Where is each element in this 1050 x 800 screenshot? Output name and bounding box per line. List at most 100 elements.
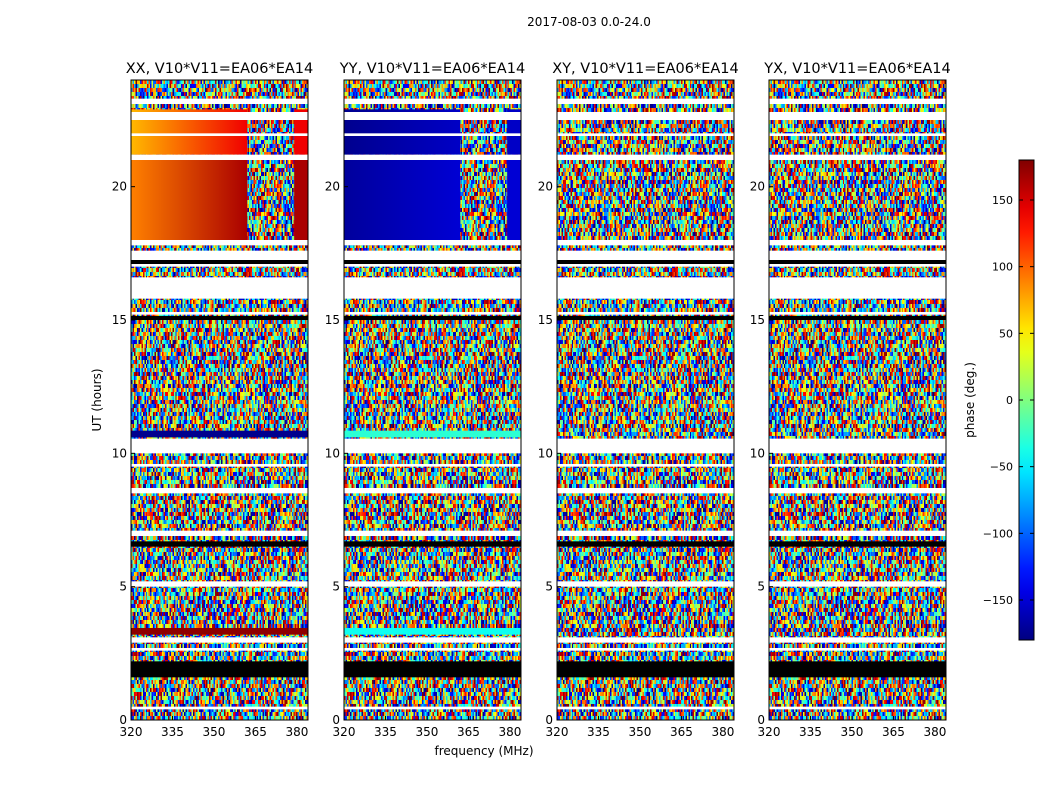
x-tick-label: 380: [711, 725, 734, 739]
blank-row: [557, 541, 734, 547]
flagged-row: [557, 277, 734, 299]
x-tick-label: 365: [882, 725, 905, 739]
colorbar-tick-label: 0: [1006, 394, 1013, 407]
flagged-row: [557, 706, 734, 710]
blank-row: [344, 316, 521, 320]
phase-segment: [131, 628, 308, 635]
flagged-row: [557, 648, 734, 651]
y-tick-label: 15: [325, 313, 340, 327]
phase-segment: [131, 430, 308, 438]
x-tick-label: 350: [841, 725, 864, 739]
flagged-row: [557, 312, 734, 315]
flagged-row: [769, 488, 946, 494]
y-tick-label: 0: [757, 713, 765, 727]
flagged-row: [131, 706, 308, 710]
panel-frame: [768, 79, 947, 721]
flagged-row: [344, 464, 521, 467]
flagged-row: [344, 250, 521, 267]
phase-segment: [294, 109, 308, 155]
colorbar-tick-label: −50: [990, 461, 1013, 474]
y-tick-label: 15: [750, 313, 765, 327]
panel-title: YY, V10*V11=EA06*EA14: [339, 61, 525, 77]
flagged-row: [557, 133, 734, 136]
y-tick-label: 5: [545, 580, 553, 594]
flagged-row: [557, 581, 734, 587]
y-tick-label: 10: [750, 446, 765, 460]
flagged-row: [769, 648, 946, 651]
y-tick-label: 10: [325, 446, 340, 460]
x-tick-label: 380: [285, 725, 308, 739]
flagged-row: [344, 488, 521, 494]
panel-0: XX, V10*V11=EA06*EA14 0 5 10 15 20 320 335 350 36…: [112, 61, 314, 739]
panel-title: YX, V10*V11=EA06*EA14: [763, 61, 950, 77]
flagged-row: [344, 581, 521, 587]
x-tick-label: 320: [758, 725, 781, 739]
blank-row: [131, 541, 308, 547]
flagged-row: [131, 488, 308, 494]
colorbar-tick-label: −100: [983, 527, 1013, 540]
panel-2: XY, V10*V11=EA06*EA14 0 5 10 15 20 320 335 350 36…: [538, 61, 739, 739]
flagged-row: [131, 312, 308, 315]
y-tick-label: 10: [538, 446, 553, 460]
flagged-row: [344, 112, 521, 120]
blank-row: [557, 661, 734, 678]
suptitle: 2017-08-03 0.0-24.0: [527, 15, 651, 29]
flagged-row: [557, 98, 734, 104]
y-axis-label: UT (hours): [90, 368, 104, 431]
flagged-row: [769, 581, 946, 587]
blank-row: [344, 260, 521, 264]
y-tick-label: 5: [119, 580, 127, 594]
flagged-row: [131, 112, 308, 120]
flagged-row: [557, 530, 734, 536]
blank-row: [557, 316, 734, 320]
flagged-row: [131, 98, 308, 104]
blank-row: [131, 316, 308, 320]
flagged-row: [557, 438, 734, 454]
y-tick-label: 15: [538, 313, 553, 327]
phase-noise-image: [769, 80, 946, 720]
flagged-row: [131, 648, 308, 651]
flagged-row: [557, 154, 734, 160]
y-tick-label: 0: [119, 713, 127, 727]
x-tick-label: 335: [161, 725, 184, 739]
flagged-row: [769, 250, 946, 267]
y-tick-label: 5: [332, 580, 340, 594]
flagged-row: [344, 98, 521, 104]
y-tick-label: 20: [538, 180, 553, 194]
colorbar-tick-label: 50: [999, 327, 1013, 340]
flagged-row: [344, 133, 521, 136]
flagged-row: [344, 438, 521, 454]
blank-row: [131, 260, 308, 264]
flagged-row: [131, 581, 308, 587]
flagged-row: [769, 112, 946, 120]
x-tick-label: 365: [670, 725, 693, 739]
y-tick-label: 0: [332, 713, 340, 727]
flagged-row: [344, 154, 521, 160]
flagged-row: [769, 530, 946, 536]
x-tick-label: 380: [498, 725, 521, 739]
x-tick-label: 335: [799, 725, 822, 739]
colorbar-tick-label: −150: [983, 594, 1013, 607]
flagged-row: [769, 98, 946, 104]
x-tick-label: 365: [457, 725, 480, 739]
panel-frame: [556, 79, 735, 721]
blank-row: [131, 661, 308, 678]
flagged-row: [769, 154, 946, 160]
flagged-row: [769, 637, 946, 643]
flagged-row: [131, 464, 308, 467]
phase-segment: [344, 430, 521, 438]
flagged-row: [131, 438, 308, 454]
x-tick-label: 335: [374, 725, 397, 739]
blank-row: [769, 541, 946, 547]
flagged-row: [131, 277, 308, 299]
panel-3: YX, V10*V11=EA06*EA14 0 5 10 15 20 320 335 350 36…: [750, 61, 951, 739]
x-tick-label: 320: [120, 725, 143, 739]
colorbar-label: phase (deg.): [963, 362, 977, 438]
flagged-row: [769, 277, 946, 299]
blank-row: [769, 316, 946, 320]
y-tick-label: 20: [325, 180, 340, 194]
flagged-row: [131, 250, 308, 267]
phase-segment: [344, 160, 461, 246]
flagged-row: [557, 250, 734, 267]
flagged-row: [557, 637, 734, 643]
